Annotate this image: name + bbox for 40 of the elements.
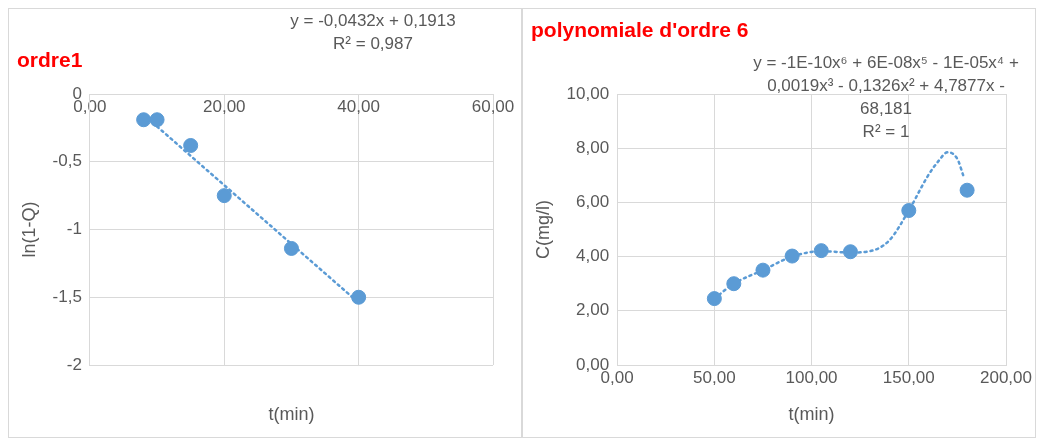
- y-tick-label: 4,00: [576, 246, 610, 266]
- y-tick-label: 2,00: [576, 300, 610, 320]
- x-tick-label: 50,00: [693, 367, 736, 387]
- y-tick-label: 10,00: [566, 83, 610, 103]
- point: [842, 244, 858, 260]
- y-tick-label: 8,00: [576, 137, 610, 157]
- point: [726, 276, 742, 292]
- annotation: R² = 1: [862, 121, 910, 141]
- y-axis-title: C(mg/l): [532, 200, 553, 259]
- point: [183, 137, 199, 153]
- point: [755, 262, 771, 278]
- chart-title: ordre1: [17, 47, 83, 71]
- x-axis-title: t(min): [268, 403, 315, 424]
- y-tick-label: 6,00: [576, 192, 610, 212]
- x-tick-label: 150,00: [882, 367, 935, 387]
- text: y = -0,0432x + 0,1913: [290, 10, 456, 30]
- point: [216, 188, 232, 204]
- point: [149, 112, 165, 128]
- x-tick-label: 20,00: [202, 96, 246, 116]
- y-tick-label: -1: [66, 219, 82, 239]
- point: [283, 240, 299, 256]
- point: [901, 203, 917, 219]
- y-axis-title: ln(1-Q): [18, 201, 39, 258]
- point: [706, 291, 722, 307]
- y-tick-label: -0,5: [52, 151, 82, 171]
- x-axis-title: t(min): [788, 403, 835, 424]
- point: [136, 112, 152, 128]
- point: [784, 248, 800, 264]
- x-tick-label: 40,00: [337, 96, 380, 116]
- y-tick-label: -1,5: [52, 286, 82, 306]
- x-tick-label: 200,00: [980, 367, 1032, 387]
- x-tick-label: 100,00: [785, 367, 838, 387]
- point: [813, 243, 829, 259]
- text: R² = 0,987: [333, 33, 413, 53]
- x-tick-label: 60,00: [471, 96, 515, 116]
- point: [959, 182, 975, 198]
- chart-title: polynomiale d'ordre 6: [531, 17, 749, 41]
- annotation: y = -1E-10x⁶ + 6E-08x⁵ - 1E-05x⁴ + 0,0019x³ - 0,1326x² + 4,7877x - 68,181: [753, 52, 1019, 118]
- y-tick-label: -2: [66, 354, 82, 374]
- point: [351, 289, 367, 305]
